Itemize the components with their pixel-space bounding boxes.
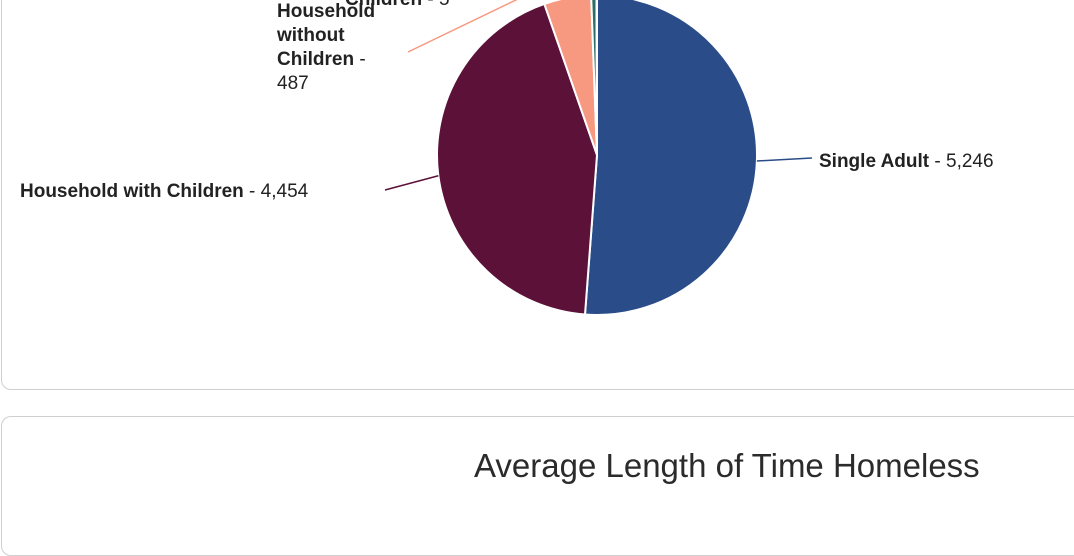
slice-value-household-with-children: 4,454 <box>261 181 309 202</box>
average-time-homeless-card: Average Length of Time Homeless <box>1 416 1074 556</box>
slice-label-single-adult: Single Adult - 5,246 <box>819 150 994 174</box>
slice-name-children: Children <box>345 0 422 10</box>
slice-label-household-without-children: Household without Children - 487 <box>277 0 397 96</box>
slice-value-household-without-children: 487 <box>277 73 309 94</box>
slice-name-single-adult: Single Adult <box>819 151 929 172</box>
slice-label-household-with-children: Household with Children - 4,454 <box>20 180 308 204</box>
slice-label-children: Children - 5 <box>345 0 450 12</box>
pie-slice-single-adult <box>585 0 757 315</box>
leader-line-single-adult <box>757 158 812 161</box>
average-time-homeless-title: Average Length of Time Homeless <box>474 447 980 485</box>
leader-line-household-with-children <box>385 176 438 190</box>
slice-value-children: 5 <box>439 0 450 10</box>
slice-value-single-adult: 5,246 <box>946 151 994 172</box>
slice-name-household-with-children: Household with Children <box>20 181 244 202</box>
